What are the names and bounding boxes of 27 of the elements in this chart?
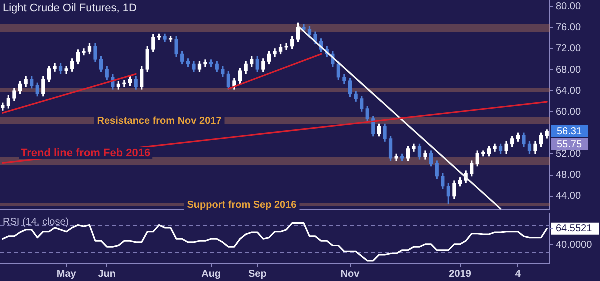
annotation: Trend line from Feb 2016 [21, 147, 151, 160]
y-tick-label: 40.0000 [556, 240, 593, 251]
band-label: Support from Sep 2016 [187, 200, 298, 211]
y-tick-label: 64.5521 [556, 224, 593, 235]
x-tick-label: Nov [340, 268, 360, 280]
chart-title: Light Crude Oil Futures, 1D [3, 2, 137, 15]
chart-title: RSI (14, close) [3, 216, 70, 228]
x-tick-label: Aug [202, 268, 222, 280]
y-tick-label: 60.00 [556, 106, 582, 118]
y-tick-label: 72.00 [556, 44, 582, 55]
y-tick-label: 68.00 [556, 64, 582, 76]
y-tick-label: 48.00 [556, 170, 582, 182]
text: 55.75 [557, 139, 582, 150]
candlestick [284, 43, 288, 50]
y-tick-label: 44.00 [556, 191, 582, 202]
x-tick-label: Sep [248, 268, 267, 280]
y-tick-label: 64.00 [556, 86, 582, 97]
candlestick [122, 80, 126, 88]
x-tick-label: 4 [515, 268, 522, 280]
y-tick-label: 76.00 [556, 22, 582, 34]
candlestick [482, 150, 486, 157]
band-label: Resistance from Nov 2017 [97, 116, 222, 127]
annotation: 56.31 [557, 126, 582, 138]
x-tick-label: May [56, 268, 77, 280]
x-tick-label: 2019 [449, 268, 472, 280]
x-tick-label: Jun [98, 268, 116, 280]
y-tick-label: 80.00 [556, 2, 582, 13]
